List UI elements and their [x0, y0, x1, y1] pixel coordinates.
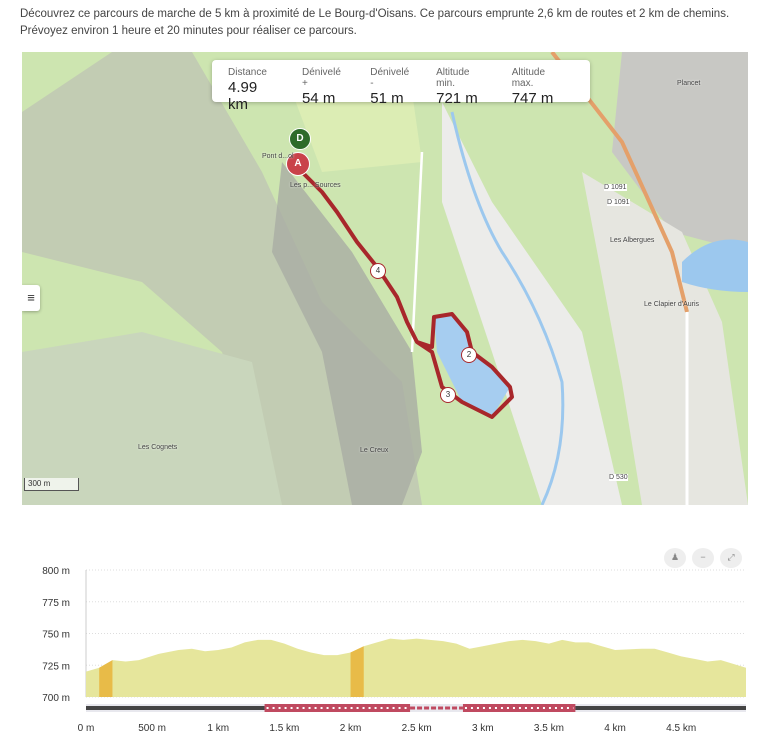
end-marker[interactable]: A: [286, 152, 310, 176]
stat-distance: Distance 4.99 km: [228, 67, 267, 113]
x-tick-label: 0 m: [78, 723, 95, 734]
place-label: Le Clapier d'Auris: [644, 301, 700, 308]
stat-altitude-min: Altitude min. 721 m: [436, 67, 478, 107]
surface-road: [575, 706, 746, 710]
stat-elevation-loss: Dénivelé -51 m: [370, 67, 410, 107]
surface-path: [264, 704, 411, 712]
waypoint-2[interactable]: 2: [461, 347, 477, 363]
person-icon[interactable]: ♟: [664, 548, 686, 568]
x-tick-label: 4.5 km: [666, 723, 696, 734]
expand-icon[interactable]: ⤢: [720, 548, 742, 568]
road-label: D 1091: [604, 184, 627, 191]
x-tick-label: 3.5 km: [534, 723, 564, 734]
waypoint-3[interactable]: 3: [440, 387, 456, 403]
map-scale: 300 m: [24, 478, 79, 491]
elevation-area: [86, 638, 746, 697]
x-tick-label: 2.5 km: [402, 723, 432, 734]
place-label: Les Cognets: [138, 444, 178, 451]
y-tick-label: 725 m: [42, 661, 70, 672]
place-label: Pont d...ol: [262, 153, 294, 160]
waypoint-4[interactable]: 4: [370, 263, 386, 279]
elevation-chart[interactable]: 700 m 725 m 750 m 775 m 800 m 0 m 500 m 1 km 1.5…: [0, 555, 771, 750]
road-label: D 530: [609, 474, 628, 481]
road-label: D 1091: [607, 199, 630, 206]
x-tick-label: 2 km: [340, 723, 362, 734]
surface-bar-bg: [86, 704, 746, 712]
y-tick-label: 750 m: [42, 630, 70, 641]
steep-segment: [350, 646, 364, 697]
minus-icon[interactable]: −: [692, 548, 714, 568]
y-tick-label: 700 m: [42, 693, 70, 704]
route-line: [295, 165, 514, 419]
steep-segment: [99, 660, 113, 697]
route-map[interactable]: Distance 4.99 km Dénivelé +54 m Dénivelé …: [22, 52, 748, 505]
place-label: Les p... Sources: [290, 182, 341, 189]
stat-altitude-max: Altitude max. 747 m: [511, 67, 554, 107]
x-tick-label: 3 km: [472, 723, 494, 734]
route-stats-panel: Distance 4.99 km Dénivelé +54 m Dénivelé …: [212, 60, 590, 113]
x-tick-label: 4 km: [604, 723, 626, 734]
place-label: Plancet: [677, 80, 701, 87]
map-background: [22, 52, 748, 505]
x-tick-label: 500 m: [138, 723, 166, 734]
chart-toolbar: ♟ − ⤢: [664, 548, 742, 568]
surface-road: [86, 706, 265, 710]
hamburger-icon[interactable]: ≡: [22, 285, 40, 311]
stat-elevation-gain: Dénivelé +54 m: [301, 67, 341, 107]
y-tick-label: 800 m: [42, 566, 70, 577]
x-tick-label: 1.5 km: [269, 723, 299, 734]
start-marker[interactable]: D: [289, 128, 311, 150]
y-tick-label: 775 m: [42, 598, 70, 609]
place-label: Le Creux: [360, 447, 389, 454]
route-description: Découvrez ce parcours de marche de 5 km …: [20, 8, 730, 37]
place-label: Les Albergues: [610, 237, 655, 244]
x-tick-label: 1 km: [207, 723, 229, 734]
